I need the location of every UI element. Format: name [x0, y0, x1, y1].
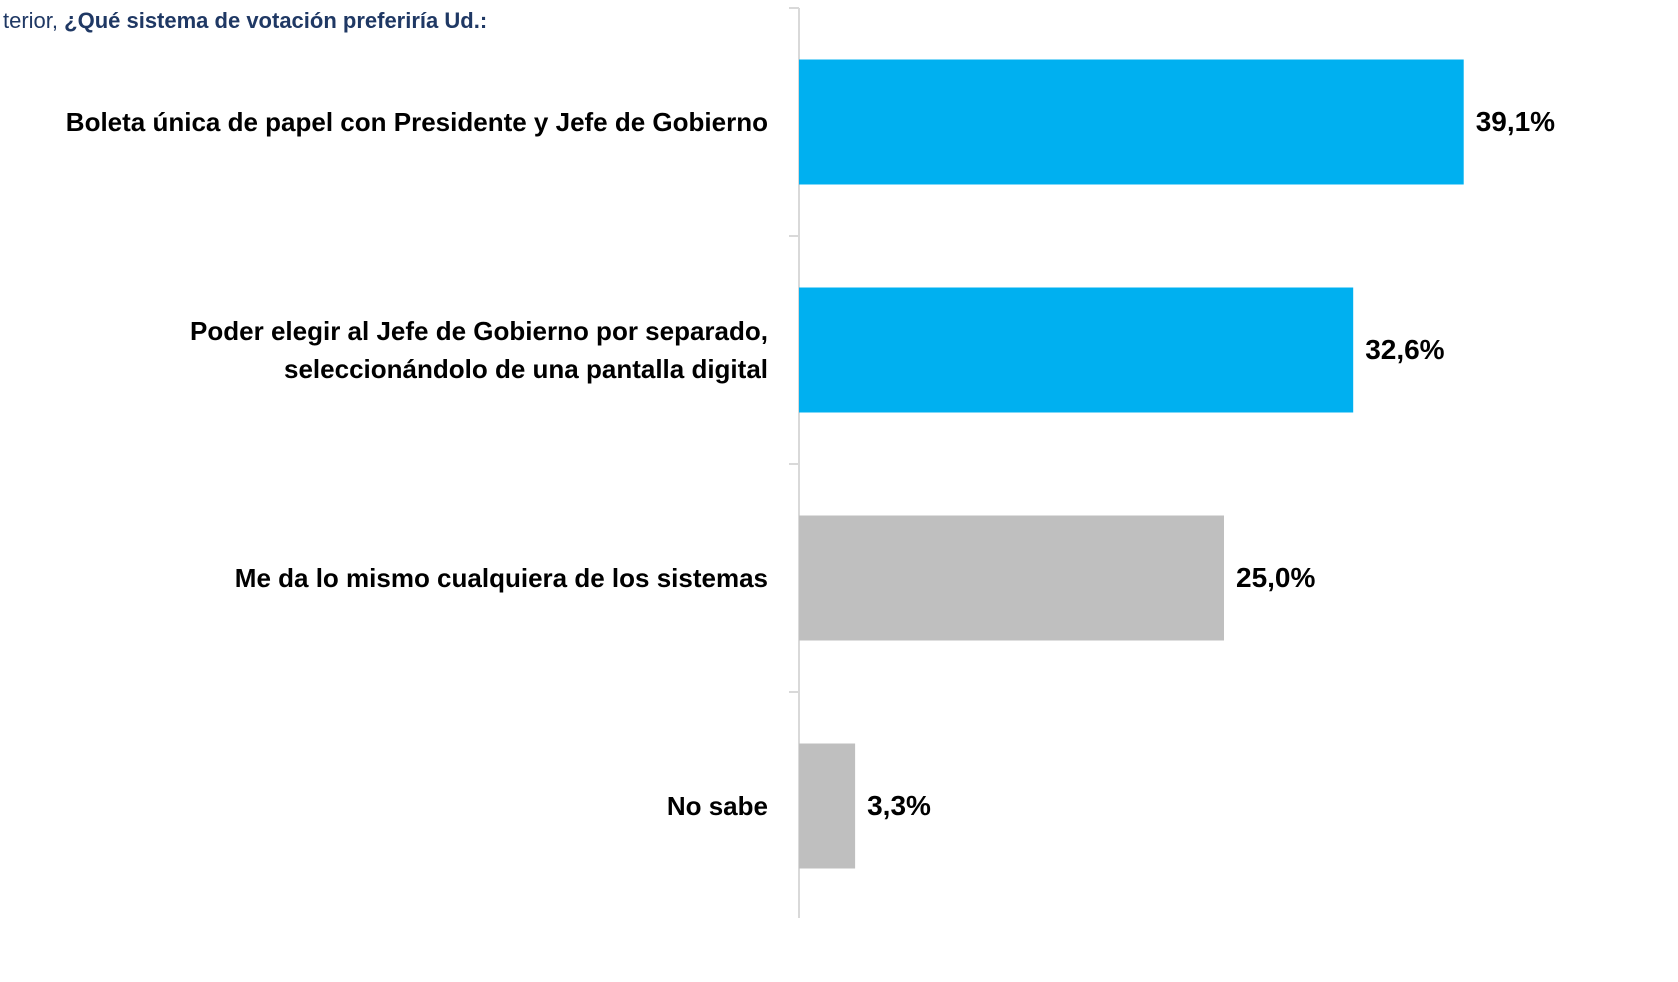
value-label: 32,6%	[1365, 334, 1445, 365]
title-question: ¿Qué sistema de votación preferiría Ud.:	[64, 8, 488, 33]
category-label: No sabe	[666, 791, 768, 821]
bar	[799, 515, 1224, 641]
bar	[799, 287, 1354, 413]
value-label: 25,0%	[1236, 562, 1316, 593]
value-label: 39,1%	[1475, 106, 1556, 137]
bar	[799, 59, 1464, 185]
category-label: Me da lo mismo cualquiera de los sistema…	[234, 563, 768, 593]
category-label: Boleta única de papel con Presidente y J…	[65, 107, 768, 137]
bar	[799, 743, 856, 869]
title-lead: terior,	[3, 8, 65, 33]
value-label: 3,3%	[867, 790, 931, 821]
chart-title: terior, ¿Qué sistema de votación preferi…	[3, 8, 487, 34]
category-label: Poder elegir al Jefe de Gobierno por sep…	[190, 316, 768, 384]
